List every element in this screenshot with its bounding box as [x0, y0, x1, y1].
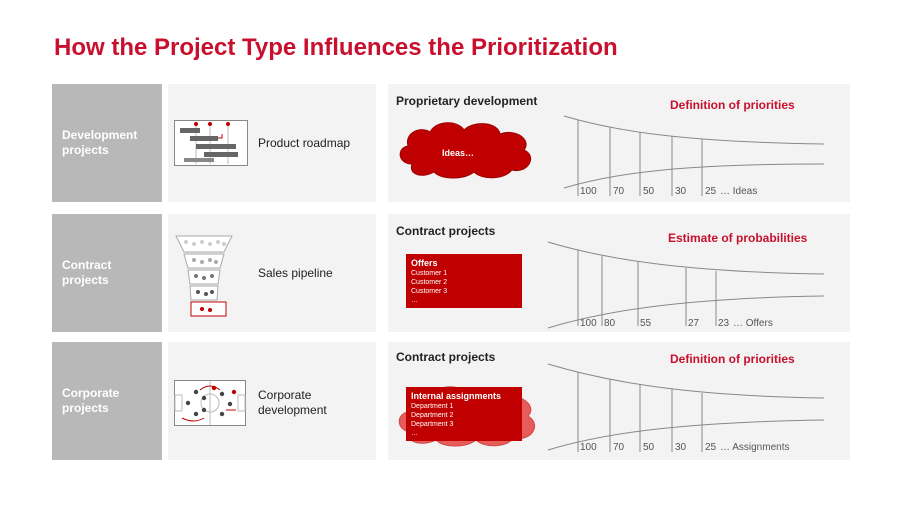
tool-label: Sales pipeline — [258, 266, 333, 280]
row-tool-panel: Corporate development — [168, 342, 376, 460]
tick-label: 27 — [688, 318, 700, 329]
tick-label: 30 — [675, 442, 687, 453]
tick-label: 70 — [613, 442, 625, 453]
tool-label: Corporate — [258, 388, 312, 402]
box-item: … — [411, 430, 418, 437]
tick-label: 23 — [718, 318, 730, 329]
box-title: Internal assignments — [411, 391, 502, 401]
category-line: Contract — [62, 258, 112, 272]
tick-label: 30 — [675, 186, 687, 197]
tick-label: 50 — [643, 186, 655, 197]
tick-suffix: … Assignments — [720, 442, 789, 453]
panel-heading: Contract projects — [396, 350, 496, 364]
tick-label: 55 — [640, 318, 652, 329]
tick-suffix: … Ideas — [720, 186, 757, 197]
row-category-development: Development projects — [52, 84, 162, 202]
panel-red-title: Estimate of probabilities — [668, 231, 808, 245]
priority-funnel: 100 70 50 30 25 … Ideas — [563, 115, 825, 197]
row-tool-panel: Sales pipeline — [168, 214, 376, 332]
row-category-contract: Contract projects — [52, 214, 162, 332]
tick-label: 50 — [643, 442, 655, 453]
page-title: How the Project Type Influences the Prio… — [54, 34, 618, 61]
tick-suffix: … Offers — [733, 318, 773, 329]
category-line: projects — [62, 273, 109, 287]
box-item: Department 2 — [411, 412, 454, 419]
category-line: projects — [62, 143, 109, 157]
category-line: Corporate — [62, 386, 120, 400]
box-title: Offers — [411, 258, 438, 268]
box-item: Customer 1 — [411, 270, 448, 277]
tick-label: 80 — [604, 318, 616, 329]
tick-label: 25 — [705, 442, 717, 453]
tick-label: 100 — [580, 442, 597, 453]
box-item: Department 3 — [411, 421, 454, 428]
probability-funnel: 100 80 55 27 23 … Offers — [547, 241, 825, 329]
category-line: Development — [62, 128, 138, 142]
box-item: Customer 3 — [411, 288, 448, 295]
ideas-cloud — [399, 122, 532, 179]
box-item: … — [411, 297, 418, 304]
panel-heading: Contract projects — [396, 224, 496, 238]
cloud-label: Ideas… — [442, 148, 475, 158]
tool-label: Product roadmap — [258, 136, 351, 150]
box-item: Department 1 — [411, 403, 454, 410]
tick-label: 100 — [580, 186, 597, 197]
panel-heading: Proprietary development — [396, 94, 538, 108]
priority-funnel: 100 70 50 30 25 … Assignments — [547, 363, 825, 453]
assignments-box: Internal assignments Department 1 Depart… — [406, 387, 522, 441]
tick-label: 25 — [705, 186, 717, 197]
gantt-icon — [174, 120, 248, 166]
box-item: Customer 2 — [411, 279, 448, 286]
tick-label: 70 — [613, 186, 625, 197]
category-line: projects — [62, 401, 109, 415]
prioritization-panel: Proprietary development Definition of pr… — [388, 84, 850, 202]
tick-label: 100 — [580, 318, 597, 329]
panel-red-title: Definition of priorities — [670, 98, 795, 112]
row-category-corporate: Corporate projects — [52, 342, 162, 460]
strategy-board-icon — [174, 380, 246, 426]
sales-funnel-icon — [175, 235, 233, 317]
prioritization-panel: Contract projects Estimate of probabilit… — [388, 214, 850, 332]
row-tool-panel: Product roadmap — [168, 84, 376, 202]
prioritization-panel: Contract projects Definition of prioriti… — [388, 342, 850, 460]
panel-red-title: Definition of priorities — [670, 352, 795, 366]
offers-box: Offers Customer 1 Customer 2 Customer 3 … — [406, 254, 522, 308]
tool-label: development — [258, 403, 327, 417]
